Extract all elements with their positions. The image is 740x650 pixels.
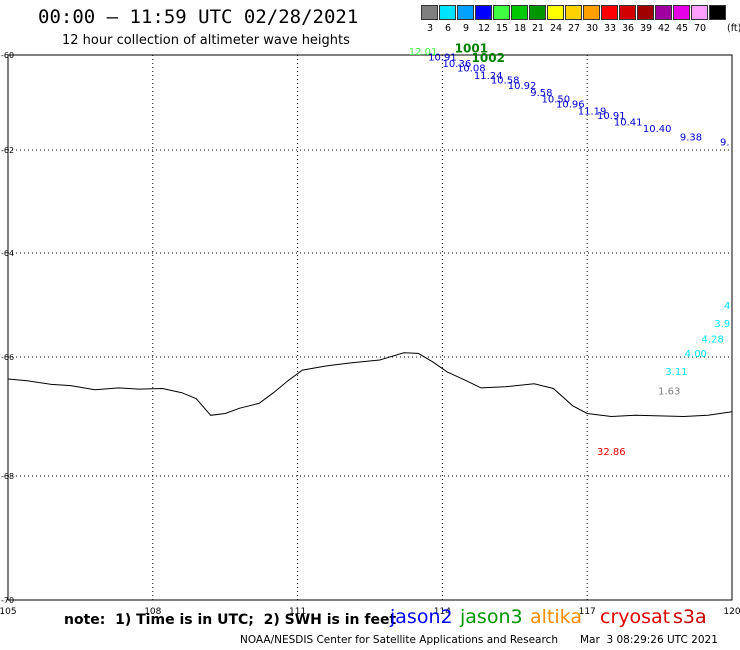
scale-swatch (529, 5, 546, 20)
wave-height-observation: 1001 (455, 42, 488, 56)
scale-label: 15 (495, 23, 509, 34)
scale-swatch (475, 5, 492, 20)
scale-label: 6 (444, 23, 452, 34)
scale-label: 27 (567, 23, 581, 34)
scale-swatch (565, 5, 582, 20)
scale-swatch (601, 5, 618, 20)
scale-swatch (619, 5, 636, 20)
scale-label: 21 (531, 23, 545, 34)
lat-tick-label: -62 (1, 146, 14, 155)
generation-timestamp: Mar 3 08:29:26 UTC 2021 (580, 634, 718, 646)
wave-height-observation: 10.91 (428, 53, 457, 64)
footer-note: note: 1) Time is in UTC; 2) SWH is in fe… (64, 612, 397, 628)
scale-swatch (637, 5, 654, 20)
lat-tick-label: -60 (1, 51, 14, 60)
wave-height-observation: 10.41 (614, 117, 643, 128)
scale-swatch (511, 5, 528, 20)
scale-swatch (439, 5, 456, 20)
lon-tick-label: 105 (0, 607, 17, 617)
map-subtitle: 12 hour collection of altimeter wave hei… (62, 33, 350, 48)
wave-height-observation: 10.50 (542, 95, 571, 106)
scale-swatch (493, 5, 510, 20)
wave-height-observation: 4 (724, 301, 730, 312)
wave-height-observation: 10.91 (597, 111, 626, 122)
wave-height-observation: 4.28 (702, 334, 724, 345)
scale-label: 12 (477, 23, 491, 34)
wave-height-observation: 11.24 (474, 71, 503, 82)
scale-swatch (673, 5, 690, 20)
scale-label: 18 (513, 23, 527, 34)
lat-tick-label: -66 (1, 353, 14, 362)
lon-tick-label: 114 (434, 607, 451, 617)
wave-height-observation: 9.58 (530, 88, 552, 99)
antarctic-coastline (7, 352, 733, 418)
satellite-altika: altika (530, 606, 582, 628)
scale-label: 3 (426, 23, 434, 34)
satellite-jason2: jason2 (390, 606, 453, 628)
lon-tick-label: 111 (289, 607, 306, 617)
lon-tick-label: 117 (579, 607, 596, 617)
scale-label: 30 (585, 23, 599, 34)
map-frame (7, 54, 733, 601)
wave-height-observation: 9. (720, 137, 730, 148)
satellite-cryosat: cryosat (600, 606, 671, 628)
scale-swatch (709, 5, 726, 20)
wave-height-observation: 3.11 (665, 367, 687, 378)
scale-swatch (457, 5, 474, 20)
scale-label: 42 (657, 23, 671, 34)
lon-tick-label: 108 (144, 607, 161, 617)
lat-tick-label: -70 (1, 596, 14, 605)
scale-label: 9 (462, 23, 470, 34)
wave-height-observation: 4.00 (685, 349, 707, 360)
lat-tick-label: -68 (1, 472, 14, 481)
wave-height-observation: 32.86 (597, 447, 626, 458)
scale-label: 33 (603, 23, 617, 34)
wave-height-observation: 10.58 (491, 76, 520, 87)
map-title: 00:00 – 11:59 UTC 02/28/2021 (38, 6, 359, 28)
credit-line: NOAA/NESDIS Center for Satellite Applica… (240, 634, 558, 646)
lat-tick-label: -64 (1, 249, 14, 258)
scale-swatch (547, 5, 564, 20)
wave-height-observation: 3.9 (714, 319, 730, 330)
wave-height-observation: 12.01 (409, 47, 438, 58)
wave-height-observation: 11.19 (578, 106, 607, 117)
scale-label: 36 (621, 23, 635, 34)
wave-height-observation: 10.08 (457, 64, 486, 75)
wave-height-observation: 1002 (472, 51, 505, 65)
scale-label: 45 (675, 23, 689, 34)
satellite-s3a: s3a (673, 606, 707, 628)
wave-height-observation: 10.96 (556, 99, 585, 110)
satellite-jason3: jason3 (460, 606, 523, 628)
scale-swatch (691, 5, 708, 20)
wave-height-observation: 1.63 (658, 386, 680, 397)
wave-height-observation: 10.40 (643, 124, 672, 135)
scale-swatch (421, 5, 438, 20)
scale-label: 39 (639, 23, 653, 34)
scale-swatch (655, 5, 672, 20)
lon-tick-label: 120 (723, 607, 740, 617)
scale-swatch (583, 5, 600, 20)
scale-label: 70 (693, 23, 707, 34)
scale-unit: (ft) (727, 23, 740, 34)
wave-height-observation: 10.92 (508, 81, 537, 92)
scale-label: 24 (549, 23, 563, 34)
wave-height-observation: 10.36 (443, 59, 472, 70)
wave-height-observation: 9.38 (680, 133, 702, 144)
